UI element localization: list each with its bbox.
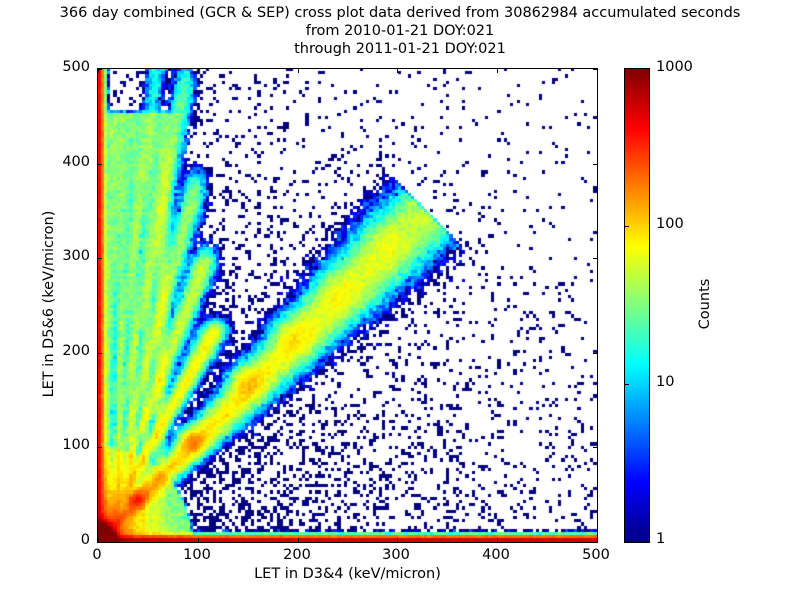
colorbar-tick (625, 226, 629, 227)
x-axis-label: LET in D3&4 (keV/micron) (254, 566, 441, 582)
x-tick-label: 0 (92, 547, 102, 563)
x-tick (597, 538, 598, 542)
x-tick-label: 200 (283, 547, 311, 563)
colorbar-tick-label: 10 (656, 374, 675, 390)
x-tick-label: 300 (382, 547, 410, 563)
title-line-1: 366 day combined (GCR & SEP) cross plot … (59, 5, 741, 21)
x-tick-top (497, 69, 498, 73)
y-tick (98, 164, 102, 165)
y-tick (98, 258, 102, 259)
y-tick (98, 353, 102, 354)
y-tick-label: 200 (62, 343, 90, 359)
plot-axes (97, 68, 598, 543)
y-tick-label: 100 (62, 437, 90, 453)
colorbar-gradient (625, 69, 649, 542)
y-tick (98, 69, 102, 70)
x-tick-top (98, 69, 99, 73)
y-tick-right (593, 164, 597, 165)
y-axis-label: LET in D5&6 (keV/micron) (41, 210, 57, 398)
x-tick-top (298, 69, 299, 73)
x-tick-label: 500 (582, 547, 610, 563)
colorbar-label: Counts (697, 278, 713, 330)
y-tick-label: 400 (62, 154, 90, 170)
x-tick-label: 400 (482, 547, 510, 563)
x-tick (397, 538, 398, 542)
title-line-3: through 2011-01-21 DOY:021 (294, 41, 506, 57)
y-tick-label: 500 (62, 59, 90, 75)
y-tick (98, 447, 102, 448)
y-tick-right (593, 258, 597, 259)
y-tick-right (593, 69, 597, 70)
colorbar-tick-label: 100 (656, 216, 684, 232)
colorbar (624, 68, 650, 543)
x-tick-label: 100 (183, 547, 211, 563)
cross-plot-heatmap (98, 69, 597, 542)
plot-title: 366 day combined (GCR & SEP) cross plot … (0, 4, 800, 58)
x-tick-top (198, 69, 199, 73)
x-tick (298, 538, 299, 542)
x-tick-top (597, 69, 598, 73)
y-tick-right (593, 447, 597, 448)
x-tick (98, 538, 99, 542)
x-tick (198, 538, 199, 542)
x-tick-top (397, 69, 398, 73)
colorbar-tick (625, 384, 629, 385)
y-tick-label: 300 (62, 248, 90, 264)
y-tick-label: 0 (80, 532, 90, 548)
y-tick-right (593, 353, 597, 354)
title-line-2: from 2010-01-21 DOY:021 (305, 23, 495, 39)
colorbar-tick-label: 1000 (656, 59, 693, 75)
colorbar-tick-label: 1 (656, 531, 666, 547)
y-tick-right (593, 542, 597, 543)
x-tick (497, 538, 498, 542)
y-tick (98, 542, 102, 543)
